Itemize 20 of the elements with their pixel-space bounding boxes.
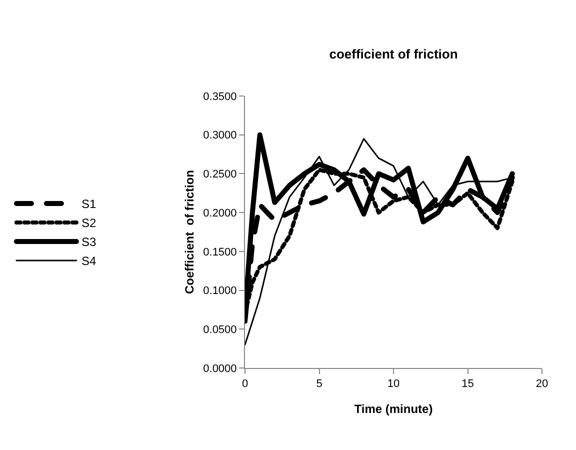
x-tick-label: 15 — [462, 378, 474, 390]
y-tick-label: 0.3500 — [203, 90, 237, 103]
legend-label: S2 — [81, 216, 96, 230]
y-tick-label: 0.2000 — [203, 207, 237, 220]
y-tick-label: 0.2500 — [203, 168, 237, 181]
legend-label: S4 — [81, 254, 96, 268]
y-tick-label: 0.3000 — [203, 130, 237, 142]
legend-label: S1 — [81, 197, 96, 212]
y-tick-label: 0.1500 — [203, 246, 237, 258]
x-tick-label: 20 — [536, 378, 548, 390]
x-tick-label: 5 — [316, 378, 322, 390]
y-tick-label: 0.1000 — [203, 285, 237, 298]
x-tick-label: 0 — [242, 378, 248, 390]
y-tick-label: 0.0000 — [203, 362, 237, 375]
y-axis-title: Coefficient of friction — [182, 170, 196, 294]
y-tick-label: 0.0500 — [203, 324, 237, 336]
legend-label: S3 — [81, 235, 96, 250]
x-axis-title: Time (minute) — [354, 402, 433, 416]
x-tick-label: 10 — [387, 378, 400, 390]
chart-title: coefficient of friction — [329, 46, 458, 62]
